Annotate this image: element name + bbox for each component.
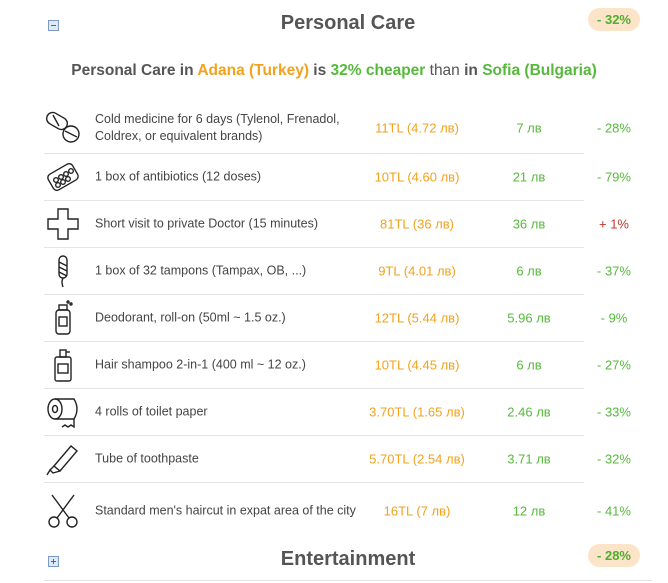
price-adana: 11TL (4.72 лв) bbox=[375, 120, 459, 135]
price-difference: - 33% bbox=[597, 404, 631, 420]
price-sofia: 12 лв bbox=[512, 503, 546, 519]
price-sofia: 36 лв bbox=[512, 216, 546, 232]
table-row: Hair shampoo 2-in-1 (400 ml ~ 12 oz.) 10… bbox=[44, 342, 631, 389]
summary-city1: Adana (Turkey) bbox=[197, 62, 309, 79]
price-adana: 16TL (7 лв) bbox=[383, 503, 451, 519]
item-label: Tube of toothpaste bbox=[95, 451, 199, 466]
comparison-summary: Personal Care in Adana (Turkey) is 32% c… bbox=[0, 62, 668, 80]
price-sofia: 2.46 лв bbox=[507, 404, 551, 420]
toothpaste-icon bbox=[44, 440, 82, 478]
price-difference: - 79% bbox=[597, 169, 631, 185]
table-row: Short visit to private Doctor (15 minute… bbox=[44, 201, 629, 248]
price-sofia: 3.71 лв bbox=[507, 451, 551, 467]
item-label: Cold medicine for 6 days (Tylenol, Frena… bbox=[95, 111, 340, 143]
price-difference: - 28% bbox=[597, 120, 631, 135]
price-sofia: 6 лв bbox=[516, 357, 542, 373]
table-row: Cold medicine for 6 days (Tylenol, Frena… bbox=[44, 102, 631, 154]
section-percent-badge: - 28% bbox=[588, 544, 640, 567]
shampoo-icon bbox=[44, 346, 82, 384]
tampon-icon bbox=[44, 252, 82, 290]
section-percent-badge: - 32% bbox=[588, 8, 640, 31]
personal-care-header: Personal Care - 32% bbox=[44, 2, 652, 46]
summary-than: than bbox=[425, 62, 465, 79]
section-title: Personal Care bbox=[280, 12, 416, 34]
price-adana: 81TL (36 лв) bbox=[380, 216, 454, 232]
summary-is: is bbox=[309, 62, 331, 79]
item-label: Standard men's haircut in expat area of … bbox=[95, 503, 356, 518]
price-difference: - 32% bbox=[597, 451, 631, 467]
item-label: 1 box of antibiotics (12 doses) bbox=[95, 169, 262, 184]
expand-icon[interactable] bbox=[48, 556, 59, 567]
price-difference: - 27% bbox=[597, 357, 631, 373]
price-adana: 3.70TL (1.65 лв) bbox=[369, 404, 465, 420]
summary-percent: 32% cheaper bbox=[330, 62, 426, 79]
item-label: Short visit to private Doctor (15 minute… bbox=[95, 216, 318, 231]
price-sofia: 7 лв bbox=[516, 120, 542, 135]
table-row: 1 box of antibiotics (12 doses) 10TL (4.… bbox=[44, 154, 631, 201]
medical-cross-icon bbox=[44, 205, 82, 243]
item-label: Hair shampoo 2-in-1 (400 ml ~ 12 oz.) bbox=[95, 357, 306, 372]
summary-in: in bbox=[464, 62, 483, 79]
entertainment-header: Entertainment - 28% bbox=[44, 538, 652, 582]
divider bbox=[44, 580, 652, 581]
price-table: Cold medicine for 6 days (Tylenol, Frena… bbox=[44, 102, 631, 539]
price-adana: 10TL (4.60 лв) bbox=[374, 169, 460, 185]
price-sofia: 21 лв bbox=[512, 169, 546, 185]
price-adana: 10TL (4.45 лв) bbox=[374, 357, 460, 373]
item-label: 1 box of 32 tampons (Tampax, OB, ...) bbox=[95, 263, 307, 278]
price-difference: - 37% bbox=[597, 263, 631, 279]
price-sofia: 5.96 лв bbox=[507, 310, 551, 326]
table-row: Deodorant, roll-on (50ml ~ 1.5 oz.) 12TL… bbox=[44, 295, 627, 342]
price-adana: 9TL (4.01 лв) bbox=[378, 263, 456, 279]
summary-prefix: Personal Care in bbox=[71, 62, 198, 79]
toilet-paper-icon bbox=[44, 393, 82, 431]
price-difference: - 9% bbox=[600, 310, 628, 326]
deodorant-icon bbox=[44, 299, 82, 337]
scissors-icon bbox=[44, 492, 82, 530]
price-sofia: 6 лв bbox=[516, 263, 542, 279]
price-difference: - 41% bbox=[597, 503, 631, 519]
collapse-icon[interactable] bbox=[48, 20, 59, 31]
table-row: 4 rolls of toilet paper 3.70TL (1.65 лв)… bbox=[44, 389, 631, 436]
item-label: 4 rolls of toilet paper bbox=[95, 404, 208, 419]
table-row: Tube of toothpaste 5.70TL (2.54 лв) 3.71… bbox=[44, 436, 631, 483]
section-title: Entertainment bbox=[280, 548, 416, 570]
table-row: 1 box of 32 tampons (Tampax, OB, ...) 9T… bbox=[44, 248, 631, 295]
summary-city2: Sofia (Bulgaria) bbox=[482, 62, 597, 79]
item-label: Deodorant, roll-on (50ml ~ 1.5 oz.) bbox=[95, 310, 286, 325]
price-adana: 5.70TL (2.54 лв) bbox=[369, 451, 465, 467]
pills-icon bbox=[44, 109, 82, 147]
price-adana: 12TL (5.44 лв) bbox=[374, 310, 460, 326]
price-difference: + 1% bbox=[599, 216, 629, 232]
pill-pack-icon bbox=[44, 158, 82, 196]
table-row: Standard men's haircut in expat area of … bbox=[44, 483, 631, 539]
